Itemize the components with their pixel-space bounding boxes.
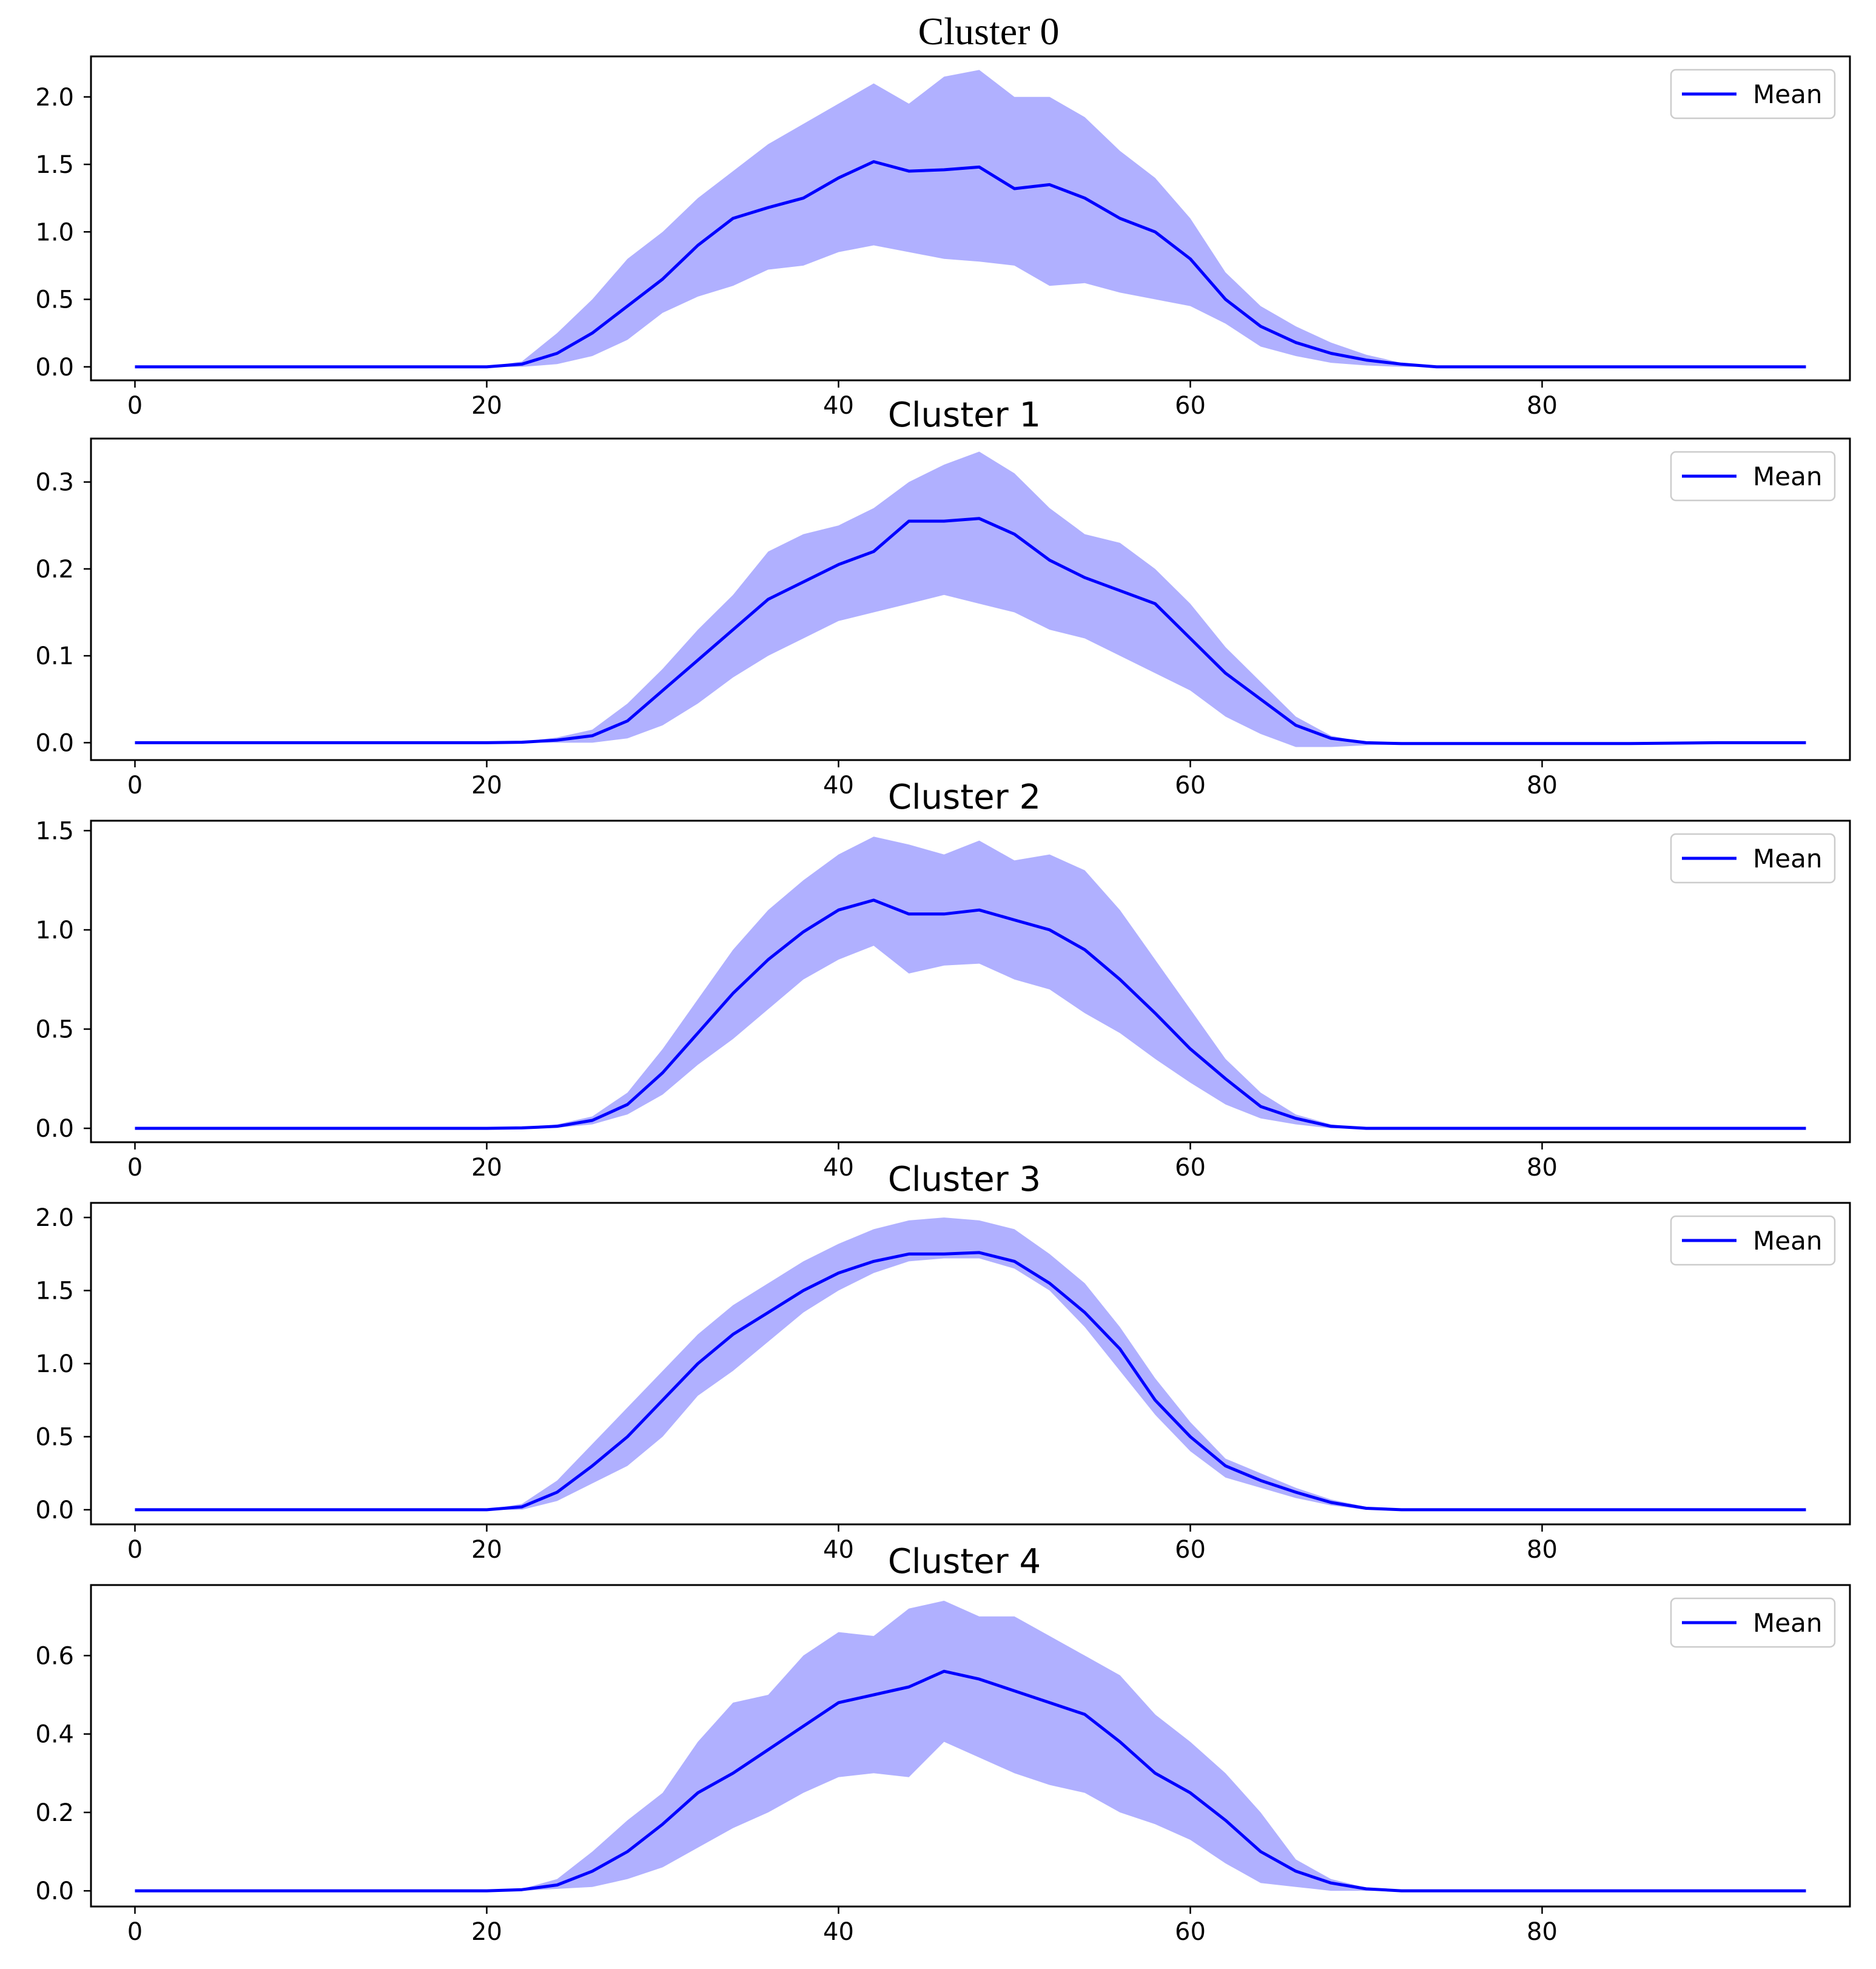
std-band [135,1600,1806,1891]
std-band [135,1217,1806,1510]
legend-box [1670,1597,1836,1648]
y-tick-label: 1.5 [35,151,74,179]
x-tick-label: 80 [1527,1918,1558,1946]
y-tick-label: 0.0 [35,354,74,382]
chart-panel-2: Cluster 2 0 20 40 60 80 0.0 0.5 1.0 1.5 Mean [35,778,1851,1182]
mean-line [135,160,1806,369]
chart-title: Cluster 3 [888,1160,1041,1199]
x-tick-label: 80 [1527,1154,1558,1182]
std-band [135,70,1806,367]
y-tick-label: 0.2 [35,556,74,584]
x-tick-label: 0 [127,1154,143,1182]
legend-label: Mean [1753,79,1822,109]
x-tick-label: 40 [823,1536,854,1564]
legend-box [1670,1215,1836,1266]
y-tick-label: 1.0 [35,218,74,246]
mean-line [135,1251,1806,1512]
chart-title: Cluster 1 [888,395,1041,435]
y-tick-label: 1.5 [35,817,74,845]
mean-line [135,898,1806,1130]
x-tick-label: 0 [127,392,143,420]
x-tick-label: 20 [471,1918,502,1946]
x-tick-label: 0 [127,1536,143,1564]
x-tick-label: 40 [823,1918,854,1946]
x-tick-label: 60 [1175,392,1206,420]
y-tick-label: 1.5 [35,1277,74,1305]
legend-box [1670,451,1836,502]
x-tick-label: 60 [1175,1154,1206,1182]
legend-label: Mean [1753,1608,1822,1638]
legend-box [1670,833,1836,884]
axes-frame [90,820,1851,1143]
axes-frame [90,437,1851,761]
x-tick-label: 40 [823,772,854,799]
legend: Mean [1670,69,1836,119]
y-tick-label: 0.4 [35,1721,74,1749]
y-tick-label: 0.5 [35,1016,74,1044]
x-tick-label: 40 [823,392,854,420]
legend-label: Mean [1753,462,1822,491]
axes-frame [90,55,1851,382]
legend: Mean [1670,451,1836,502]
y-tick-label: 0.0 [35,1877,74,1905]
chart-panel-3: Cluster 3 0 20 40 60 80 0.0 0.5 1.0 1.5 2.0 Mean [35,1160,1851,1564]
x-tick-label: 40 [823,1154,854,1182]
y-tick-label: 0.2 [35,1799,74,1827]
x-tick-label: 20 [471,392,502,420]
chart-title: Cluster 0 [918,10,1060,53]
chart-title: Cluster 4 [888,1542,1041,1581]
legend: Mean [1670,833,1836,884]
x-tick-label: 80 [1527,392,1558,420]
y-tick-label: 0.0 [35,729,74,757]
mean-line [135,1669,1806,1893]
y-tick-label: 2.0 [35,1204,74,1232]
x-tick-label: 20 [471,1536,502,1564]
chart-panel-0: Cluster 0 0 20 40 60 80 0.0 0.5 1.0 1.5 2.0 Mean [35,10,1851,420]
y-tick-label: 0.0 [35,1496,74,1524]
y-tick-label: 0.5 [35,286,74,314]
x-tick-label: 60 [1175,772,1206,799]
std-band [135,836,1806,1129]
axes-frame [90,1584,1851,1908]
x-tick-label: 60 [1175,1918,1206,1946]
legend: Mean [1670,1215,1836,1266]
y-tick-label: 0.1 [35,642,74,670]
y-tick-label: 0.6 [35,1642,74,1670]
chart-panel-4: Cluster 4 0 20 40 60 80 0.0 0.2 0.4 0.6 Mean [35,1542,1851,1946]
std-band [135,451,1806,747]
y-tick-label: 0.5 [35,1423,74,1451]
x-tick-label: 80 [1527,772,1558,799]
y-tick-label: 0.0 [35,1115,74,1143]
y-tick-label: 0.3 [35,469,74,497]
x-tick-label: 0 [127,1918,143,1946]
x-tick-label: 20 [471,772,502,799]
chart-panel-1: Cluster 1 0 20 40 60 80 0.0 0.1 0.2 0.3 Mean [35,395,1851,799]
mean-line [135,517,1806,746]
legend-box [1670,69,1836,119]
x-tick-label: 60 [1175,1536,1206,1564]
x-tick-label: 80 [1527,1536,1558,1564]
x-tick-label: 20 [471,1154,502,1182]
legend: Mean [1670,1597,1836,1648]
legend-label: Mean [1753,844,1822,873]
y-tick-label: 1.0 [35,1350,74,1378]
y-tick-label: 1.0 [35,917,74,944]
legend-label: Mean [1753,1226,1822,1256]
y-tick-label: 2.0 [35,84,74,112]
x-tick-label: 0 [127,772,143,799]
chart-title: Cluster 2 [888,778,1041,817]
